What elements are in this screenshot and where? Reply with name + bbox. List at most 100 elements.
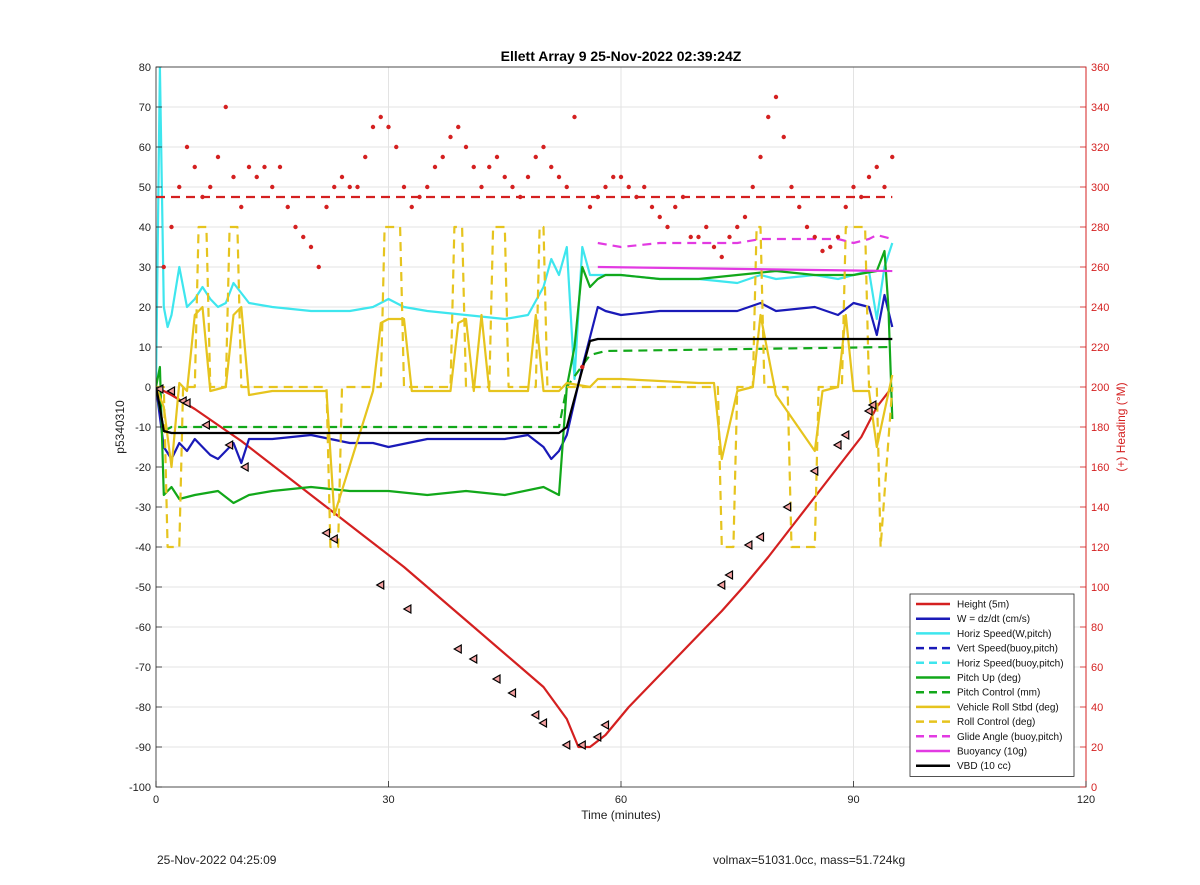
y2-tick-label: 20 [1091,742,1103,754]
heading-point [657,214,662,220]
heading-point [549,164,554,170]
legend-label: Glide Angle (buoy,pitch) [957,732,1062,743]
height-marker [224,439,234,451]
heading-point [463,144,469,150]
heading-point [409,204,414,210]
heading-point [471,164,476,170]
height-marker [840,429,850,441]
y-tick-label: -80 [135,702,151,714]
height-marker [201,419,210,431]
heading-point [363,154,368,160]
heading-point [719,254,724,260]
y-tick-label: -50 [135,582,151,594]
y-tick-label: 30 [139,262,151,274]
heading-point [262,164,267,170]
y2-tick-label: 80 [1091,622,1103,634]
heading-point [618,174,624,180]
heading-point [665,224,670,230]
heading-point [742,214,748,220]
heading-point [572,114,577,120]
x-tick-label: 120 [1077,794,1095,806]
height-marker [375,579,385,591]
heading-point [580,364,585,370]
heading-point [642,184,647,190]
heading-point [696,234,701,240]
legend-box [909,593,1075,777]
height-marker [743,539,753,551]
heading-point [215,154,221,160]
y2-tick-label: 300 [1091,182,1109,194]
heading-point [727,234,732,240]
height-marker [538,717,548,729]
axes: 0 30 60 90 12080706050403020100-10-20-30-40-… [129,62,1109,806]
heading-point [487,164,492,170]
heading-point [533,154,538,160]
x-axis-label: Time (minutes) [581,808,661,822]
heading-point [758,154,763,160]
pitch-up-deg-line [156,249,894,505]
y-tick-label: 0 [145,382,151,394]
height-marker [577,739,586,751]
height-marker [809,465,819,477]
legend-label: Roll Control (deg) [957,717,1035,728]
heading-point [386,124,391,130]
y-tick-label: -10 [135,422,151,434]
height-marker [600,719,610,731]
y2-tick-label: 120 [1091,542,1109,554]
y-tick-label: 10 [139,342,151,354]
heading-point [177,184,182,190]
legend-label: W = dz/dt (cm/s) [957,614,1030,625]
heading-point [711,244,717,250]
y-tick-label: 70 [139,102,151,114]
height-marker [166,385,176,397]
y-tick-label: -40 [135,542,151,554]
footer-timestamp: 25-Nov-2022 04:25:09 [157,853,277,867]
heading-point [773,94,779,100]
y-tick-label: 60 [139,142,151,154]
heading-point [378,114,383,120]
x-tick-label: 60 [615,794,627,806]
vbd-10-cc-line [156,337,893,435]
height-marker [716,579,726,591]
glide-angle-buoy-pitch-line [597,233,893,249]
roll-control-deg-line [156,225,894,549]
y2-tick-label: 280 [1091,222,1109,234]
heading-point [301,234,306,240]
y2-tick-label: 260 [1091,262,1109,274]
heading-point [820,248,825,254]
height-marker [724,569,734,581]
heading-point [355,184,360,190]
heading-point [812,234,817,240]
legend-label: Buoyancy (10g) [957,747,1027,758]
heading-point [611,174,616,180]
heading-point [750,184,755,190]
heading-point [797,204,802,210]
legend-label: Pitch Control (mm) [957,688,1040,699]
heading-point [804,224,810,230]
y2-tick-label: 200 [1091,382,1109,394]
heading-point [649,204,655,210]
y2-tick-label: 340 [1091,102,1109,114]
heading-point [401,184,407,190]
y-tick-label: -100 [129,782,151,794]
heading-point [339,174,345,180]
y-tick-label: 40 [139,222,151,234]
height-5m-line [156,386,894,749]
w-dz-dt-cm-s-line [156,293,894,465]
heading-point [874,164,879,170]
y-tick-label: 80 [139,62,151,74]
heading-point [673,204,678,210]
y2-tick-label: 0 [1091,782,1097,794]
height-marker [468,653,478,665]
x-tick-label: 0 [153,794,159,806]
buoyancy-10g-line [597,265,893,273]
heading-point [370,124,376,130]
heading-point [223,104,228,110]
heading-point [866,174,872,180]
heading-point [239,204,244,210]
y2-tick-label: 140 [1091,502,1109,514]
legend-label: VBD (10 cc) [957,761,1011,772]
heading-point [525,174,531,180]
plot-area [156,67,895,751]
heading-point [231,174,236,180]
